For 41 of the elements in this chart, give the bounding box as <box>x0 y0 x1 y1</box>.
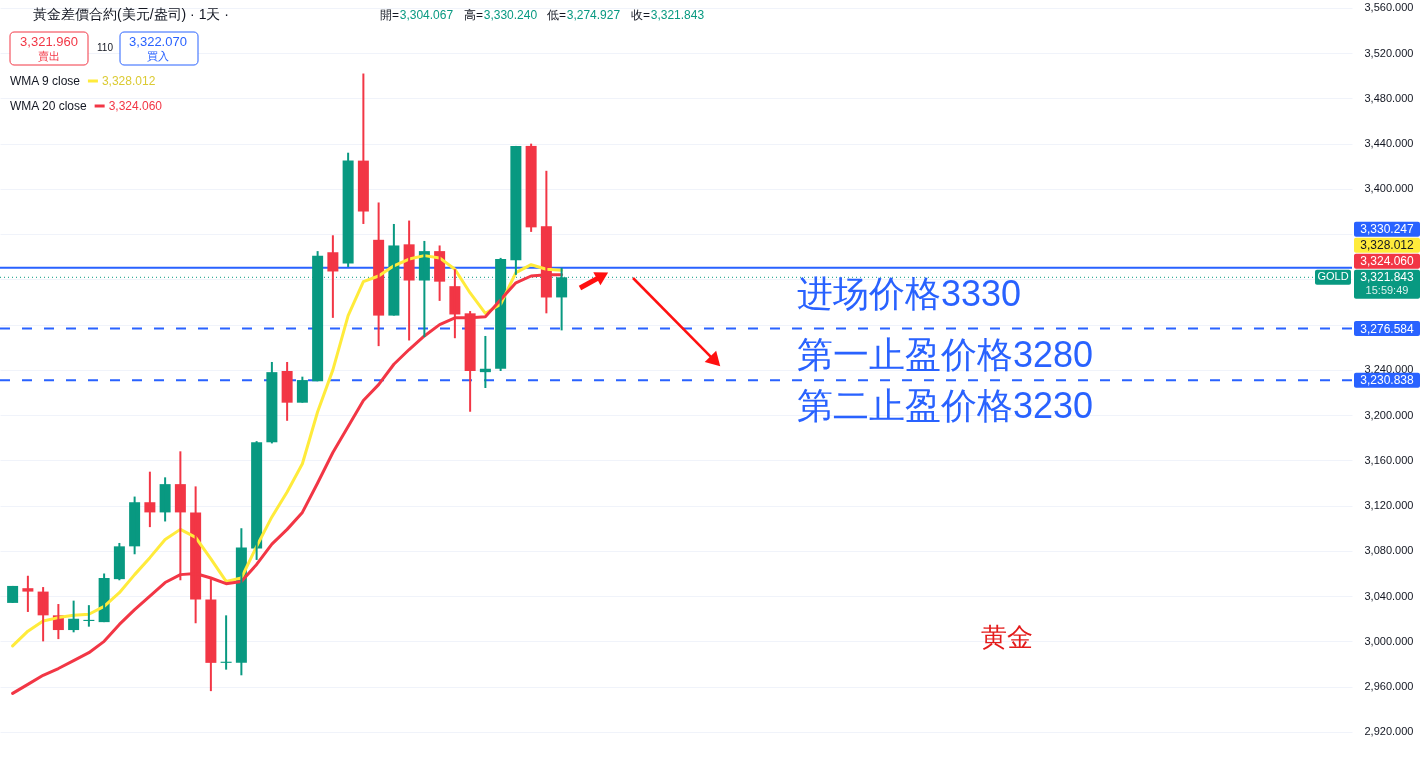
annotation: 開=3,304.067 <box>380 8 454 22</box>
y-tick-label: 2,960.000 <box>1364 680 1414 693</box>
ref-line-label: 3,276.584 <box>1360 321 1415 336</box>
y-tick-label: 3,120.000 <box>1364 499 1414 512</box>
y-tick-label: 3,240.000 <box>1364 363 1414 376</box>
text: 15:59:49 <box>1365 284 1409 297</box>
y-tick-label: 3,040.000 <box>1364 589 1414 602</box>
annotation: 3,328.012 <box>101 74 156 88</box>
chart-title: 黃金差價合約(美元/盎司) · 1天 · <box>33 6 229 22</box>
annotation: 3,321.960 <box>20 34 78 49</box>
y-tick-label: 3,000.000 <box>1364 634 1414 647</box>
annotation: 3,324.060 <box>108 99 163 113</box>
y-tick-label: 3,080.000 <box>1364 544 1414 557</box>
annotation: 3,322.070 <box>129 34 187 49</box>
legend-label: WMA 20 close <box>10 99 88 113</box>
y-tick-label: 3,440.000 <box>1364 137 1414 150</box>
candlestick <box>22 574 34 613</box>
y-tick-label: 3,480.000 <box>1364 91 1414 104</box>
ref-line-label: 3,330.247 <box>1360 222 1415 237</box>
y-tick-label: 3,400.000 <box>1364 182 1414 195</box>
legend-label: WMA 9 close <box>10 74 81 88</box>
ref-line-label: 3,321.843 <box>1360 270 1415 285</box>
annotation: 收=3,321.843 <box>631 8 705 22</box>
annotation: 110 <box>97 42 114 53</box>
y-tick-label: 3,560.000 <box>1364 1 1414 14</box>
annotation: GOLD <box>1317 270 1349 283</box>
y-tick-label: 3,520.000 <box>1364 46 1414 59</box>
annotation: 进场价格3330 <box>797 272 1022 314</box>
y-tick-label: 3,160.000 <box>1364 453 1414 466</box>
annotation: 低=3,274.927 <box>547 8 621 22</box>
annotation: 第一止盈价格3280 <box>797 333 1094 375</box>
y-tick-label: 2,920.000 <box>1364 725 1414 738</box>
ref-line-label: 3,230.838 <box>1360 373 1415 388</box>
annotation: 黄金 <box>981 623 1033 652</box>
y-tick-label: 3,200.000 <box>1364 408 1414 421</box>
annotation: 賣出 <box>38 50 60 62</box>
annotation: 第二止盈价格3230 <box>797 385 1094 427</box>
text: 3,324.060 <box>1360 254 1414 269</box>
annotation: 買入 <box>147 50 169 62</box>
annotation: 高=3,330.240 <box>464 8 538 22</box>
text: 3,328.012 <box>1360 238 1414 253</box>
